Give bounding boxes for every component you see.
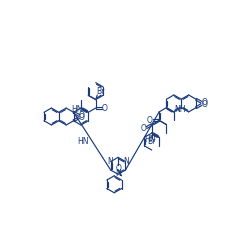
- Text: N: N: [107, 157, 113, 166]
- Text: O: O: [202, 100, 207, 109]
- Text: HN: HN: [71, 105, 82, 114]
- Text: NH: NH: [174, 105, 185, 114]
- Text: O: O: [147, 116, 153, 125]
- Text: O: O: [79, 113, 85, 122]
- Text: Br: Br: [148, 137, 156, 146]
- Text: Br: Br: [96, 87, 105, 96]
- Text: O: O: [102, 104, 108, 113]
- Text: O: O: [202, 98, 207, 107]
- Text: N: N: [123, 157, 129, 166]
- Text: HN: HN: [144, 135, 155, 144]
- Text: HN: HN: [78, 137, 89, 146]
- Text: N: N: [115, 169, 121, 178]
- Text: O: O: [140, 124, 146, 133]
- Text: O: O: [115, 164, 121, 173]
- Text: O: O: [79, 111, 85, 120]
